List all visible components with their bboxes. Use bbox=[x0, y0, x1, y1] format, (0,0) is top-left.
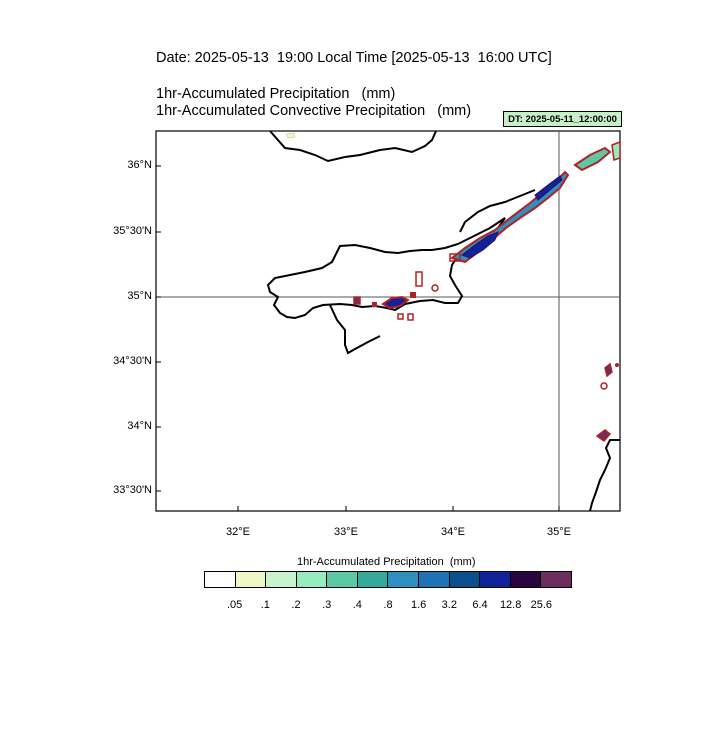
precip-cell-s6 bbox=[397, 313, 404, 320]
colorbar-swatch bbox=[205, 572, 236, 587]
colorbar-swatch bbox=[480, 572, 511, 587]
colorbar-swatch bbox=[266, 572, 297, 587]
lon-label-35e: 35°E bbox=[547, 526, 571, 538]
colorbar-level-label: 25.6 bbox=[530, 599, 553, 611]
lon-label-32e: 32°E bbox=[226, 526, 250, 538]
precip-cell-e3 bbox=[595, 429, 612, 443]
precip-cell-small bbox=[449, 253, 461, 262]
colorbar bbox=[204, 571, 572, 588]
colorbar-swatch bbox=[296, 572, 328, 587]
turkey-coastline-east bbox=[459, 189, 536, 233]
map-frame bbox=[155, 130, 621, 512]
colorbar-level-label: .1 bbox=[260, 599, 270, 611]
colorbar-swatch bbox=[357, 572, 389, 587]
precip-cell-s2 bbox=[353, 296, 361, 305]
lat-label-34-30n: 34°30'N bbox=[113, 355, 152, 367]
colorbar-level-label: 6.4 bbox=[472, 599, 488, 611]
title-line-precip: 1hr-Accumulated Precipitation (mm) bbox=[156, 86, 396, 102]
lat-label-36n: 36°N bbox=[127, 159, 152, 171]
lon-label-34e: 34°E bbox=[441, 526, 465, 538]
dt-badge: DT: 2025-05-11_12:00:00 bbox=[503, 111, 622, 127]
colorbar-swatch bbox=[235, 572, 267, 587]
colorbar-level-label: 12.8 bbox=[499, 599, 522, 611]
akrotiri-coast bbox=[329, 304, 381, 355]
colorbar-swatch bbox=[419, 572, 450, 587]
precip-cell-ne bbox=[573, 146, 612, 172]
levant-coastline bbox=[589, 439, 620, 512]
lat-label-35n: 35°N bbox=[127, 290, 152, 302]
precip-cell-s8 bbox=[431, 284, 439, 292]
precip-cell-e1 bbox=[604, 362, 613, 378]
precip-cell-s5 bbox=[415, 271, 423, 287]
precip-cell-s1 bbox=[381, 295, 410, 310]
precip-cell-e4 bbox=[615, 363, 619, 367]
colorbar-swatch bbox=[388, 572, 420, 587]
precip-cell-ne-2 bbox=[611, 140, 621, 161]
precip-band-core bbox=[460, 231, 499, 259]
colorbar-title: 1hr-Accumulated Precipitation (mm) bbox=[297, 556, 476, 568]
lat-label-33-30n: 33°30'N bbox=[113, 484, 152, 496]
precip-band-core-2 bbox=[534, 175, 563, 201]
colorbar-level-label: 1.6 bbox=[411, 599, 427, 611]
colorbar-level-label: .3 bbox=[322, 599, 332, 611]
colorbar-level-label: .4 bbox=[352, 599, 362, 611]
light-precip-patch bbox=[285, 132, 296, 139]
precip-cell-s7 bbox=[407, 313, 414, 321]
colorbar-swatch bbox=[327, 572, 358, 587]
cyprus-island bbox=[266, 217, 506, 320]
lat-label-34n: 34°N bbox=[127, 420, 152, 432]
title-line-convective: 1hr-Accumulated Convective Precipitation… bbox=[156, 103, 472, 119]
lat-label-35-30n: 35°30'N bbox=[113, 225, 152, 237]
turkey-coastline bbox=[269, 130, 437, 163]
colorbar-swatch bbox=[510, 572, 542, 587]
precip-cell-s3 bbox=[372, 302, 377, 307]
colorbar-swatch bbox=[541, 572, 571, 587]
colorbar-level-label: .05 bbox=[227, 599, 243, 611]
precip-cell-e2 bbox=[600, 382, 608, 390]
colorbar-level-label: 3.2 bbox=[441, 599, 457, 611]
colorbar-swatch bbox=[449, 572, 481, 587]
axis-ticks bbox=[156, 165, 560, 511]
lon-label-33e: 33°E bbox=[334, 526, 358, 538]
colorbar-level-label: .8 bbox=[383, 599, 393, 611]
precip-cell-s4 bbox=[410, 292, 416, 298]
title-date: Date: 2025-05-13 19:00 Local Time [2025-… bbox=[156, 50, 552, 66]
colorbar-level-label: .2 bbox=[291, 599, 301, 611]
